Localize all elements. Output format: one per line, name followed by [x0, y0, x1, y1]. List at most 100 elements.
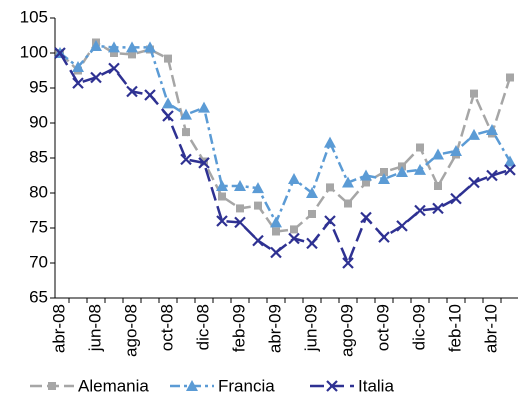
data-point	[414, 204, 426, 217]
data-point	[504, 164, 516, 176]
x-tick-label: ago-09	[337, 304, 356, 357]
data-point	[344, 199, 352, 208]
data-point	[236, 204, 244, 213]
data-point	[434, 182, 442, 190]
x-tick-label: feb-10	[445, 304, 464, 352]
data-point	[164, 54, 172, 63]
data-point	[378, 173, 390, 184]
data-point	[450, 145, 462, 156]
y-tick-label: 75	[29, 217, 48, 236]
data-point	[486, 124, 498, 135]
data-point	[308, 210, 316, 218]
data-point	[234, 216, 246, 229]
data-point	[468, 176, 480, 189]
x-tick-label: dic-08	[193, 304, 212, 350]
data-point	[128, 50, 136, 59]
data-point	[182, 128, 190, 137]
x-tick-label: ago-08	[121, 304, 140, 357]
data-point	[180, 153, 192, 166]
data-point	[108, 41, 120, 53]
data-point	[506, 73, 514, 82]
x-tick-label: abr-09	[265, 304, 284, 353]
x-tick-label: oct-09	[373, 304, 392, 351]
data-point	[396, 220, 408, 232]
x-tick-label: abr-08	[49, 304, 68, 353]
y-tick-label: 70	[29, 252, 48, 271]
legend-label: Francia	[218, 376, 275, 395]
series-line	[59, 40, 512, 233]
legend-marker	[48, 382, 56, 390]
data-point	[360, 211, 372, 224]
x-tick-label: abr-10	[481, 304, 500, 353]
data-point	[90, 71, 102, 84]
data-point	[252, 234, 264, 247]
data-point	[380, 168, 388, 176]
x-tick-label: dic-09	[409, 304, 428, 350]
y-tick-label: 85	[29, 147, 48, 166]
data-point	[270, 216, 282, 228]
data-point	[432, 202, 444, 215]
data-point	[72, 77, 84, 89]
legend-label: Alemania	[78, 376, 149, 395]
x-tick-label: jun-09	[301, 304, 320, 352]
data-point	[218, 192, 226, 201]
data-point	[396, 166, 408, 177]
data-point	[252, 182, 264, 194]
y-tick-label: 65	[29, 287, 48, 306]
data-point	[90, 40, 102, 51]
data-point	[342, 176, 354, 188]
data-point	[216, 215, 228, 227]
data-point	[290, 225, 298, 234]
y-tick-label: 100	[20, 42, 48, 61]
data-point	[216, 180, 228, 191]
x-tick-label: jun-08	[85, 304, 104, 352]
data-point	[324, 136, 336, 148]
data-point	[180, 108, 192, 120]
data-point	[416, 143, 424, 152]
y-tick-label: 80	[29, 182, 48, 201]
data-point	[234, 180, 246, 191]
data-point	[288, 232, 300, 245]
data-point	[270, 246, 282, 259]
data-point	[288, 173, 300, 184]
data-point	[110, 49, 118, 57]
data-point	[470, 89, 478, 98]
data-point	[342, 257, 354, 269]
x-tick-label: oct-08	[157, 304, 176, 351]
data-point	[198, 157, 210, 169]
y-tick-label: 95	[29, 77, 48, 96]
data-point	[450, 192, 462, 205]
legend-marker	[326, 380, 338, 392]
data-point	[414, 163, 426, 175]
data-point	[126, 85, 138, 98]
data-point	[108, 62, 120, 75]
data-point	[306, 187, 318, 198]
data-point	[324, 215, 336, 227]
series-line	[58, 52, 511, 267]
data-point	[198, 101, 210, 113]
y-tick-label: 90	[29, 112, 48, 131]
data-point	[486, 169, 498, 182]
data-point	[360, 169, 372, 181]
y-tick-label: 105	[20, 7, 48, 26]
data-point	[54, 47, 66, 59]
data-point	[72, 61, 84, 72]
data-point	[306, 237, 318, 250]
data-point	[504, 155, 516, 167]
data-point	[432, 148, 444, 160]
data-point	[362, 178, 370, 187]
data-point	[162, 110, 174, 122]
data-point	[126, 41, 138, 53]
data-point	[144, 89, 156, 101]
data-point	[254, 201, 262, 210]
data-point	[378, 231, 390, 243]
data-point	[326, 183, 334, 192]
legend-label: Italia	[358, 376, 394, 395]
data-point	[162, 97, 174, 109]
data-point	[468, 128, 480, 140]
series-line	[59, 44, 512, 226]
data-point	[272, 227, 280, 236]
legend-marker	[186, 380, 198, 391]
x-tick-label: feb-09	[229, 304, 248, 352]
